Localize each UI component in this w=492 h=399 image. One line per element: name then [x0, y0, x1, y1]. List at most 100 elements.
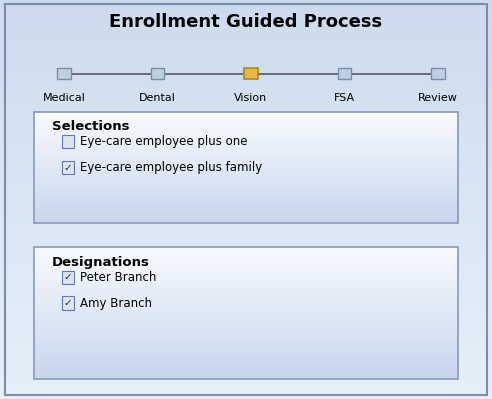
Bar [0, 114, 492, 116]
Bar [0, 118, 492, 120]
Bar [0, 315, 492, 317]
Bar [34, 200, 458, 201]
Bar [34, 345, 458, 346]
Bar [0, 38, 492, 40]
Bar [0, 397, 492, 399]
Bar [34, 157, 458, 158]
Bar [34, 182, 458, 184]
Bar [34, 216, 458, 217]
Bar [34, 217, 458, 218]
Bar [0, 40, 492, 42]
Bar [34, 310, 458, 311]
Bar [34, 128, 458, 129]
Bar [0, 134, 492, 136]
Bar [0, 257, 492, 259]
Bar [0, 110, 492, 112]
Bar [0, 219, 492, 221]
Bar [0, 138, 492, 140]
Bar [0, 393, 492, 395]
Bar [0, 351, 492, 353]
FancyBboxPatch shape [62, 296, 74, 310]
Bar [0, 357, 492, 359]
Bar [0, 10, 492, 12]
Text: Eye-care employee plus one: Eye-care employee plus one [80, 135, 247, 148]
Bar [0, 20, 492, 22]
Bar [34, 267, 458, 268]
Bar [0, 379, 492, 381]
Bar [0, 201, 492, 203]
Bar [0, 311, 492, 313]
Bar [34, 252, 458, 253]
Bar [34, 296, 458, 297]
Bar [0, 249, 492, 251]
Bar [0, 355, 492, 357]
Bar [34, 191, 458, 192]
Bar [34, 153, 458, 154]
Bar [34, 142, 458, 143]
Bar [0, 367, 492, 369]
Bar [0, 307, 492, 309]
Bar [0, 196, 492, 198]
Bar [34, 218, 458, 219]
Bar [0, 327, 492, 329]
Bar [0, 126, 492, 128]
Bar [34, 264, 458, 265]
Bar [0, 4, 492, 6]
Bar [0, 251, 492, 253]
Bar [34, 368, 458, 369]
Bar [0, 383, 492, 385]
Bar [0, 24, 492, 26]
Bar [34, 332, 458, 333]
Bar [0, 56, 492, 58]
Bar [0, 279, 492, 281]
Bar [0, 323, 492, 325]
Bar [34, 314, 458, 315]
Bar [34, 254, 458, 255]
Bar [34, 146, 458, 147]
Bar [0, 349, 492, 351]
Bar [34, 190, 458, 191]
Bar [34, 145, 458, 146]
Bar [0, 335, 492, 337]
Bar [34, 193, 458, 194]
Text: ✓: ✓ [63, 162, 72, 173]
Bar [34, 196, 458, 198]
Bar [34, 360, 458, 361]
Bar [0, 172, 492, 174]
Bar [34, 144, 458, 145]
Bar [0, 192, 492, 194]
Bar [0, 321, 492, 323]
Bar [0, 82, 492, 84]
Bar [0, 207, 492, 209]
Bar [34, 361, 458, 363]
Bar [0, 184, 492, 186]
Bar [0, 160, 492, 162]
Bar [0, 395, 492, 397]
Bar [0, 60, 492, 62]
Bar [34, 309, 458, 310]
Bar [34, 178, 458, 179]
Bar [0, 18, 492, 20]
Bar [34, 192, 458, 193]
Bar [34, 198, 458, 199]
Bar [0, 112, 492, 114]
Bar [34, 163, 458, 164]
Bar [34, 162, 458, 163]
Bar [0, 313, 492, 315]
Bar [34, 164, 458, 165]
Bar [34, 171, 458, 172]
Bar [34, 138, 458, 139]
Bar [34, 121, 458, 122]
Bar [0, 168, 492, 170]
Bar [0, 142, 492, 144]
Bar [0, 94, 492, 96]
Bar [34, 306, 458, 308]
Bar [0, 22, 492, 24]
Bar [0, 329, 492, 331]
Bar [0, 287, 492, 289]
Bar [34, 377, 458, 378]
Text: Dental: Dental [139, 93, 176, 103]
Bar [34, 369, 458, 370]
Bar [34, 354, 458, 355]
Bar [34, 342, 458, 343]
